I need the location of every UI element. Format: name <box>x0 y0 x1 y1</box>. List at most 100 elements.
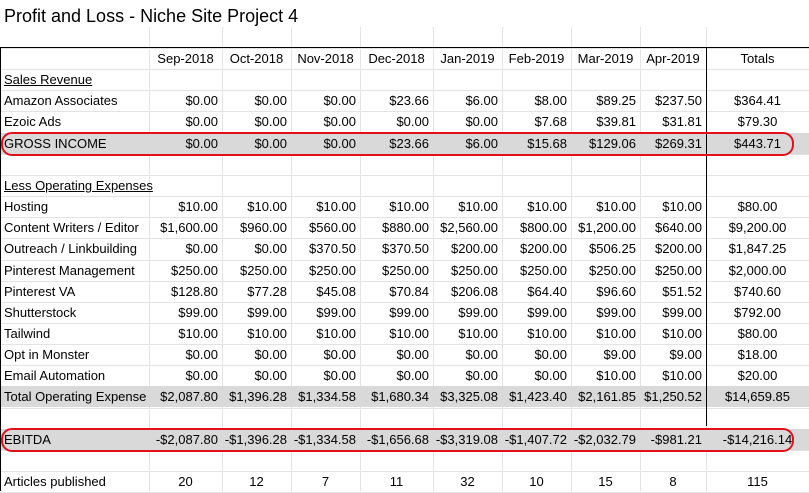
table-row: Articles published 20 12 7 11 32 10 15 8 115 <box>0 471 809 492</box>
value-cell: $0.00 <box>323 93 356 108</box>
value-cell: $10.00 <box>247 199 287 214</box>
value-cell: $99.00 <box>458 305 498 320</box>
table-row: Pinterest VA $128.80 $77.28 $45.08 $70.84 $20… <box>0 281 809 302</box>
value-cell: 8 <box>669 474 677 489</box>
value-cell: $1,600.00 <box>160 220 218 235</box>
total-cell: $2,000.00 <box>728 263 787 278</box>
value-cell: $1,334.58 <box>298 389 356 404</box>
table-row: Email Automation $0.00 $0.00 $0.00 $0.00 $0.0… <box>0 365 809 386</box>
value-cell: $269.31 <box>655 136 702 151</box>
value-cell: $0.00 <box>185 136 218 151</box>
total-cell: $80.00 <box>737 199 778 214</box>
table-row: Hosting $10.00 $10.00 $10.00 $10.00 $10.00 $10… <box>0 196 809 217</box>
value-cell: $99.00 <box>527 305 567 320</box>
value-cell: $250.00 <box>451 263 498 278</box>
total-cell: -$14,216.14 <box>722 432 793 447</box>
blank-row <box>0 408 809 429</box>
total-cell: $20.00 <box>737 368 778 383</box>
value-cell: $99.00 <box>662 305 702 320</box>
table-row: Pinterest Management $250.00 $250.00 $250.0… <box>0 260 809 281</box>
gridline-vertical <box>149 27 150 491</box>
gridline-horizontal <box>0 90 809 91</box>
value-cell: $0.00 <box>465 347 498 362</box>
section-label: Less Operating Expenses <box>4 178 153 193</box>
total-row: EBITDA -$2,087.80 -$1,396.28 -$1,334.58 -$1,… <box>0 429 809 450</box>
value-cell: $0.00 <box>185 241 218 256</box>
value-cell: $23.66 <box>389 93 429 108</box>
value-cell: $6.00 <box>465 93 498 108</box>
gridline-horizontal <box>0 196 809 197</box>
value-cell: $129.06 <box>589 136 636 151</box>
gridline-horizontal <box>0 48 809 49</box>
table-row: Shutterstock $99.00 $99.00 $99.00 $99.00 $99.… <box>0 302 809 323</box>
value-cell: $10.00 <box>389 199 429 214</box>
value-cell: $0.00 <box>323 368 356 383</box>
section-label: Sales Revenue <box>4 72 93 87</box>
value-cell: $1,200.00 <box>578 220 636 235</box>
value-cell: $10.00 <box>527 199 567 214</box>
table-row: Amazon Associates $0.00 $0.00 $0.00 $23.66 $6… <box>0 90 809 111</box>
total-cell: $364.41 <box>734 93 781 108</box>
value-cell: $800.00 <box>520 220 567 235</box>
column-header: Mar-2019 <box>577 51 634 66</box>
value-cell: $7.68 <box>534 114 567 129</box>
column-header: Apr-2019 <box>646 51 700 66</box>
column-header: Nov-2018 <box>297 51 354 66</box>
value-cell: $880.00 <box>382 220 429 235</box>
value-cell: $0.00 <box>185 114 218 129</box>
value-cell: $10.00 <box>596 199 636 214</box>
value-cell: 10 <box>529 474 544 489</box>
value-cell: $39.81 <box>596 114 636 129</box>
row-label: Outreach / Linkbuilding <box>4 241 137 256</box>
value-cell: $1,680.34 <box>371 389 429 404</box>
blank-row <box>0 450 809 471</box>
value-cell: $237.50 <box>655 93 702 108</box>
row-label: Tailwind <box>4 326 51 341</box>
total-cell: $443.71 <box>734 136 781 151</box>
value-cell: 20 <box>178 474 193 489</box>
column-header: Jan-2019 <box>440 51 495 66</box>
value-cell: $640.00 <box>655 220 702 235</box>
row-label: Hosting <box>4 199 49 214</box>
value-cell: 7 <box>321 474 330 489</box>
value-cell: $0.00 <box>185 347 218 362</box>
table-row: Ezoic Ads $0.00 $0.00 $0.00 $0.00 $0.00 $7.68 $… <box>0 111 809 132</box>
total-row: GROSS INCOME $0.00 $0.00 $0.00 $23.66 $6.00 $1… <box>0 133 809 154</box>
value-cell: $1,423.40 <box>509 389 567 404</box>
value-cell: $250.00 <box>240 263 287 278</box>
gridline-horizontal <box>0 175 809 176</box>
value-cell: $0.00 <box>185 368 218 383</box>
row-label: Email Automation <box>4 368 106 383</box>
value-cell: $9.00 <box>669 347 702 362</box>
value-cell: $10.00 <box>458 326 498 341</box>
value-cell: $1,250.52 <box>644 389 702 404</box>
row-label: Pinterest Management <box>4 263 135 278</box>
value-cell: $10.00 <box>527 326 567 341</box>
gridline-vertical <box>640 27 641 491</box>
total-cell: $740.60 <box>734 284 781 299</box>
value-cell: 12 <box>249 474 264 489</box>
value-cell: $0.00 <box>185 93 218 108</box>
value-cell: 11 <box>389 474 404 489</box>
value-cell: $23.66 <box>389 136 429 151</box>
table-top-border <box>0 47 809 48</box>
value-cell: $51.52 <box>662 284 702 299</box>
value-cell: $0.00 <box>254 136 287 151</box>
value-cell: $250.00 <box>309 263 356 278</box>
blank-row <box>0 154 809 175</box>
value-cell: $70.84 <box>389 284 429 299</box>
section-row: Sales Revenue <box>0 69 809 90</box>
value-cell: $370.50 <box>309 241 356 256</box>
value-cell: $6.00 <box>465 136 498 151</box>
highlight-oval <box>1 132 794 156</box>
gridline-vertical <box>571 27 572 491</box>
gridline-horizontal <box>0 365 809 366</box>
value-cell: 32 <box>460 474 475 489</box>
value-cell: $0.00 <box>534 368 567 383</box>
total-cell: $14,659.85 <box>724 389 791 404</box>
value-cell: $10.00 <box>596 326 636 341</box>
row-label <box>4 450 149 471</box>
value-cell: $64.40 <box>527 284 567 299</box>
value-cell: $250.00 <box>171 263 218 278</box>
value-cell: $0.00 <box>254 368 287 383</box>
